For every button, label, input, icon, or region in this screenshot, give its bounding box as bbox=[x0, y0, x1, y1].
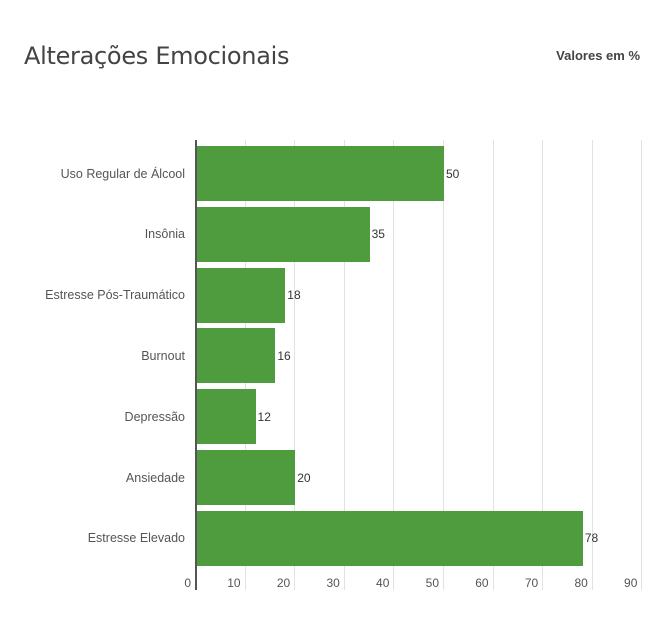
bar bbox=[196, 206, 370, 262]
bar bbox=[196, 450, 296, 505]
bar-value-label: 20 bbox=[297, 470, 311, 485]
y-axis-line bbox=[195, 140, 197, 590]
category-label: Uso Regular de Álcool bbox=[60, 166, 185, 181]
bar bbox=[196, 389, 256, 445]
x-tick-label: 20 bbox=[276, 576, 291, 590]
x-tick-label: 30 bbox=[326, 576, 340, 590]
x-tick-label: 0 bbox=[184, 576, 191, 590]
x-tick-label: 60 bbox=[475, 576, 489, 590]
x-tick-label: 40 bbox=[376, 576, 390, 590]
category-label: Depressão bbox=[124, 409, 185, 424]
bar-value-label: 78 bbox=[584, 531, 599, 546]
category-label: Estresse Elevado bbox=[87, 531, 185, 546]
x-tick-label: 10 bbox=[227, 576, 241, 590]
bar-value-label: 16 bbox=[277, 348, 291, 363]
bar bbox=[196, 267, 286, 323]
gridline bbox=[294, 140, 296, 590]
x-tick-label: 80 bbox=[574, 576, 588, 590]
x-tick-label: 50 bbox=[425, 576, 439, 590]
category-label: Estresse Pós-Traumático bbox=[45, 288, 185, 303]
chart-title: Alterações Emocionais bbox=[24, 42, 290, 70]
category-label: Ansiedade bbox=[125, 470, 185, 485]
bar-value-label: 50 bbox=[446, 166, 460, 181]
x-tick-label: 90 bbox=[624, 576, 638, 590]
gridline bbox=[641, 140, 643, 590]
gridline bbox=[492, 140, 494, 590]
bar-value-label: 35 bbox=[371, 227, 385, 242]
gridline bbox=[393, 140, 395, 590]
bar-value-label: 12 bbox=[257, 409, 271, 424]
chart-subtitle: Valores em % bbox=[556, 48, 640, 63]
gridline bbox=[443, 140, 444, 590]
category-label: Burnout bbox=[141, 348, 185, 363]
plot-area: 50 35 18 16 12 20 78 bbox=[195, 140, 643, 590]
gridline bbox=[542, 140, 544, 590]
category-label: Insônia bbox=[144, 227, 185, 242]
gridline bbox=[591, 140, 593, 590]
bar bbox=[196, 510, 583, 566]
x-tick-label: 70 bbox=[524, 576, 539, 590]
bar-value-label: 18 bbox=[287, 288, 301, 303]
bar bbox=[196, 328, 276, 384]
bar bbox=[196, 146, 444, 201]
gridline bbox=[343, 140, 345, 590]
